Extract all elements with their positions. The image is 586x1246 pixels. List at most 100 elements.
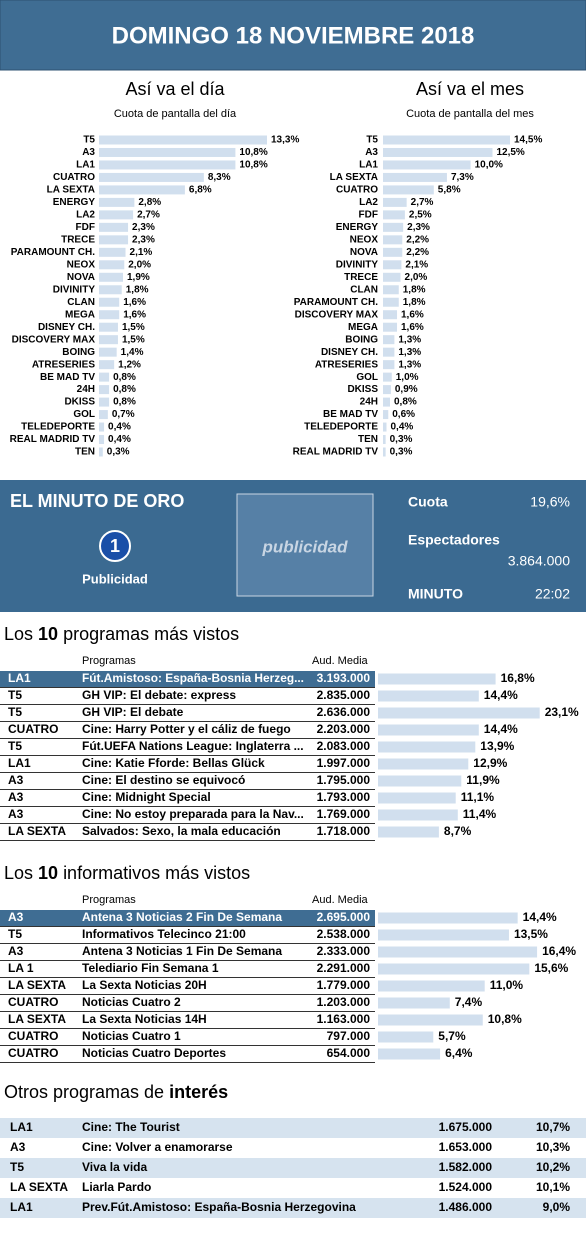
category-label: CUATRO	[53, 172, 95, 183]
value-label: 1,3%	[398, 334, 421, 345]
program: Telediario Fin Semana 1	[82, 961, 219, 975]
category-label: 24H	[360, 397, 378, 408]
program: GH VIP: El debate	[82, 705, 184, 719]
bar	[383, 247, 403, 257]
channel: LA SEXTA	[8, 824, 66, 838]
channel-logo	[99, 530, 131, 562]
bar	[383, 260, 402, 270]
bar	[383, 285, 399, 295]
share-label: 16,8%	[501, 671, 535, 685]
share-label: 7,4%	[455, 995, 483, 1009]
value-label: 2,2%	[406, 234, 429, 245]
channel: A3	[8, 790, 24, 804]
column-header: Programas	[82, 894, 136, 906]
value-label: 1,8%	[403, 284, 426, 295]
value-label: 0,3%	[390, 447, 413, 458]
chart-subtitle: Cuota de pantalla del día	[114, 108, 237, 120]
category-label: ENERGY	[336, 222, 379, 233]
audience: 1.769.000	[317, 807, 371, 821]
bar	[99, 285, 122, 295]
category-label: DIVINITY	[336, 259, 379, 270]
share-bar	[378, 963, 530, 975]
column-header: Aud. Media	[312, 655, 369, 667]
program: Cine: Harry Potter y el cáliz de fuego	[82, 722, 291, 736]
chart-subtitle: Cuota de pantalla del mes	[406, 108, 534, 120]
share-bar	[378, 1048, 441, 1060]
value-label: 1,3%	[398, 359, 421, 370]
program: Cine: Volver a enamorarse	[82, 1140, 233, 1154]
category-label: LA2	[359, 197, 378, 208]
channel: A3	[8, 944, 24, 958]
bar	[99, 172, 204, 182]
bar	[383, 197, 407, 207]
value-label: 7,3%	[451, 172, 474, 183]
share-bar	[378, 792, 456, 804]
category-label: ATRESERIES	[315, 359, 378, 370]
bar	[383, 210, 405, 220]
channel: LA 1	[8, 961, 34, 975]
category-label: BOING	[62, 347, 95, 358]
category-label: CUATRO	[336, 185, 378, 196]
bar	[383, 372, 392, 382]
value-label: 0,9%	[395, 384, 418, 395]
category-label: TEN	[75, 447, 95, 458]
category-label: BE MAD TV	[40, 372, 95, 383]
bar	[383, 322, 398, 332]
value-label: 10,8%	[239, 160, 267, 171]
category-label: NEOX	[67, 259, 96, 270]
program: Fút.Amistoso: España-Bosnia Herzeg...	[82, 671, 304, 685]
value-label: 13,3%	[271, 135, 299, 146]
program: Cine: Katie Fforde: Bellas Glück	[82, 756, 265, 770]
audience: 1.795.000	[317, 773, 371, 787]
bar	[99, 235, 129, 245]
channel: T5	[8, 705, 22, 719]
channel: LA1	[8, 756, 31, 770]
value-label: 1,3%	[398, 347, 421, 358]
share-bar	[378, 809, 458, 821]
value-label: 1,8%	[126, 284, 149, 295]
channel: LA1	[10, 1200, 33, 1214]
value-label: 2,5%	[409, 210, 432, 221]
value-label: 0,8%	[113, 372, 136, 383]
section-title: Los 10 programas más vistos	[4, 624, 239, 644]
category-label: REAL MADRID TV	[293, 447, 379, 458]
bar	[383, 422, 387, 432]
share: 10,2%	[536, 1160, 570, 1174]
bar	[99, 435, 105, 445]
program: Salvados: Sexo, la mala educación	[82, 824, 281, 838]
program: Noticias Cuatro 2	[82, 995, 181, 1009]
category-label: CLAN	[350, 284, 378, 295]
audience: 1.203.000	[317, 995, 371, 1009]
category-label: TEN	[358, 434, 378, 445]
bar	[383, 135, 510, 145]
category-label: TRECE	[61, 234, 95, 245]
share-bar	[378, 741, 476, 753]
bar	[99, 322, 118, 332]
audience: 1.486.000	[439, 1200, 493, 1214]
header-title: DOMINGO 18 NOVIEMBRE 2018	[112, 22, 475, 49]
bar	[383, 297, 399, 307]
audience: 2.203.000	[317, 722, 371, 736]
channel: A3	[8, 807, 24, 821]
category-label: DISCOVERY MAX	[12, 334, 96, 345]
category-label: 24H	[77, 384, 95, 395]
title-bold: 10	[38, 624, 58, 644]
share-label: 13,9%	[480, 739, 514, 753]
value-label: 2,1%	[405, 259, 428, 270]
program: Fút.UEFA Nations League: Inglaterra ...	[82, 739, 304, 753]
value-label: 2,0%	[128, 259, 151, 270]
audience: 1.582.000	[439, 1160, 493, 1174]
share-bar	[378, 775, 462, 787]
audience: 2.538.000	[317, 927, 371, 941]
audience: 1.718.000	[317, 824, 371, 838]
share-bar	[378, 673, 496, 685]
column-header: Programas	[82, 655, 136, 667]
title-text: programas más vistos	[63, 624, 239, 644]
audience: 2.291.000	[317, 961, 371, 975]
category-label: T5	[83, 135, 95, 146]
program: Antena 3 Noticias 1 Fin De Semana	[82, 944, 282, 958]
share-bar	[378, 724, 479, 736]
value-label: 6,8%	[189, 185, 212, 196]
value-label: 2,0%	[405, 272, 428, 283]
audience: 2.333.000	[317, 944, 371, 958]
